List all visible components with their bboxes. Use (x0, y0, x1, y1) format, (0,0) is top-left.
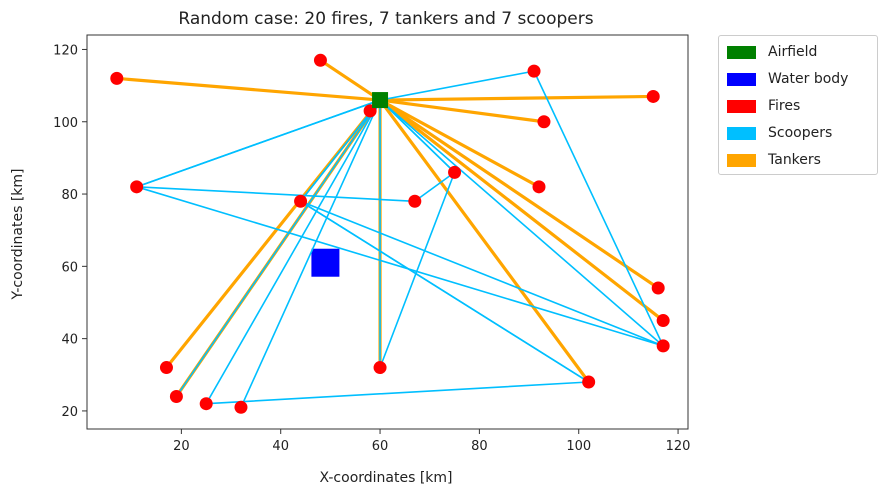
fire-point-19 (234, 400, 248, 414)
airfield-marker (372, 92, 389, 109)
y-axis-label: Y-coordinates [km] (10, 168, 26, 300)
y-tick-label-2: 60 (61, 260, 78, 275)
y-tick-label-3: 80 (61, 188, 78, 203)
plot-frame (86, 34, 689, 430)
scooper-route-2 (135, 99, 664, 347)
tanker-route-6 (378, 98, 665, 323)
fire-point-2 (527, 64, 541, 78)
legend: Airfield Water body Fires Scoopers Tankers (718, 35, 878, 175)
legend-label: Fires (768, 98, 801, 114)
legend-swatch (727, 153, 756, 167)
fire-point-14 (159, 361, 173, 375)
x-tick-label-2: 60 (372, 439, 389, 454)
scooper-route-7 (300, 200, 590, 383)
fire-point-12 (656, 314, 670, 328)
x-tick-label-5: 120 (666, 439, 691, 454)
x-tick-label-0: 20 (173, 439, 190, 454)
legend-item-fires: Fires (727, 96, 800, 116)
y-tick-label-5: 120 (53, 43, 78, 58)
tanker-route-1 (318, 58, 382, 102)
tanker-route-10 (378, 98, 591, 384)
legend-label: Tankers (768, 152, 821, 168)
legend-swatch (727, 126, 756, 140)
tanker-route-5 (378, 98, 660, 290)
plot-area: 20 40 60 80 100 120 20 40 60 80 100 120 (53, 34, 691, 454)
legend-label: Scoopers (768, 125, 833, 141)
fire-point-15 (373, 361, 387, 375)
legend-label: Water body (768, 71, 849, 87)
tanker-route-4 (378, 98, 541, 189)
water-body-marker (311, 248, 340, 277)
x-tick-label-4: 100 (566, 439, 591, 454)
fire-point-16 (169, 389, 183, 403)
fire-point-7 (448, 165, 462, 179)
fire-point-17 (582, 375, 596, 389)
legend-label: Airfield (768, 44, 818, 60)
legend-swatch (727, 99, 756, 113)
tanker-route-2 (378, 94, 655, 102)
legend-swatch (727, 72, 756, 86)
tanker-route-3 (378, 98, 546, 124)
legend-item-airfield: Airfield (727, 42, 817, 62)
fire-point-18 (199, 397, 213, 411)
legend-item-water-body: Water body (727, 69, 848, 89)
x-axis-label: X-coordinates [km] (319, 470, 452, 486)
scooper-route-5 (379, 99, 456, 369)
scooper-route-6 (175, 99, 381, 398)
chart-title: Random case: 20 fires, 7 tankers and 7 s… (178, 9, 593, 29)
fire-point-13 (656, 339, 670, 353)
legend-swatch (727, 45, 756, 59)
x-tick-label-3: 80 (471, 439, 488, 454)
fire-point-0 (110, 71, 124, 85)
x-tick-label-1: 40 (272, 439, 289, 454)
fire-point-6 (130, 180, 144, 194)
fire-point-3 (646, 89, 660, 103)
legend-item-scoopers: Scoopers (727, 123, 832, 143)
y-tick-label-0: 20 (61, 405, 78, 420)
fire-point-10 (294, 194, 308, 208)
y-tick-label-1: 40 (61, 333, 78, 348)
legend-item-tankers: Tankers (727, 150, 821, 170)
fire-point-11 (651, 281, 665, 295)
fire-point-9 (408, 194, 422, 208)
fire-point-4 (537, 115, 551, 129)
y-tick-label-4: 100 (53, 116, 78, 131)
fire-point-8 (532, 180, 546, 194)
fire-point-1 (313, 53, 327, 67)
tanker-route-0 (115, 76, 382, 102)
